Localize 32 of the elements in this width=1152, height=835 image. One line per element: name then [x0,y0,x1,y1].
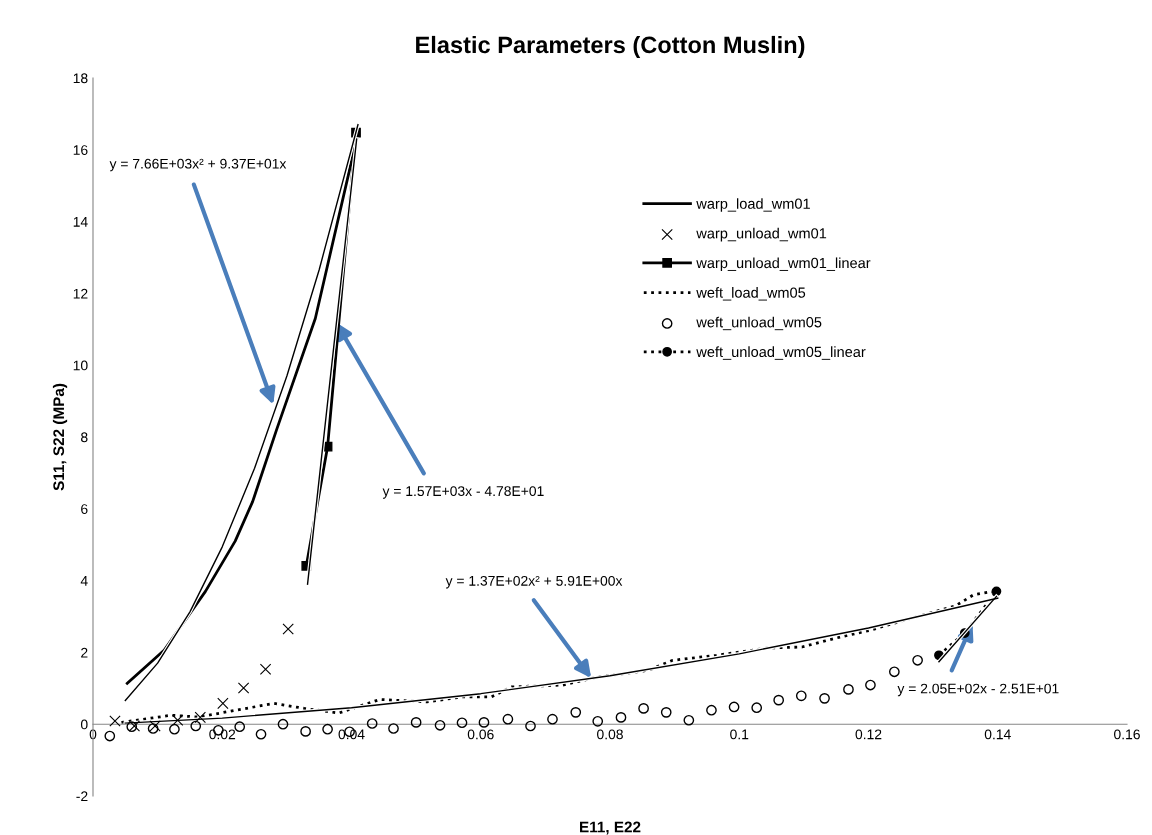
x-tick-label: 0.02 [209,729,236,740]
chart-title: Elastic Parameters (Cotton Muslin) [416,35,805,58]
x-tick-label: 0.14 [984,729,1011,740]
y-tick-label: 2 [81,647,88,658]
y-tick-label: 6 [81,504,88,514]
y-tick-label: 18 [73,73,88,84]
y-tick-label: 12 [73,288,88,299]
annotation: y = 2.05E+02x - 2.51E+01 [897,683,1059,697]
annotation: y = 1.57E+03x - 4.78E+01 [382,486,544,499]
legend-label: weft_unload_wm05 [696,316,822,331]
y-tick-label: 16 [73,145,88,155]
x-tick-label: 0.16 [1114,729,1140,740]
y-tick-label: 4 [80,576,88,586]
annotation: y = 1.37E+02x² + 5.91E+00x [445,575,623,589]
x-tick-label: 0.12 [855,729,882,740]
x-tick-label: 0 [89,729,97,740]
legend-label: weft_load_wm05 [696,287,806,301]
legend-label: warp_unload_wm01 [696,227,827,242]
y-tick-label: 14 [73,217,88,227]
y-tick-label: -2 [76,791,88,802]
y-axis-title: S11, S22 (MPa) [52,383,68,491]
annotation: y = 7.66E+03x² + 9.37E+01x [109,158,287,172]
x-tick-label: 0.06 [467,729,494,740]
x-axis-title: E11, E22 [580,821,641,835]
y-tick-label: 0 [80,719,88,730]
x-tick-label: 0.1 [730,729,749,740]
y-tick-label: 10 [73,360,88,371]
legend-label: weft_unload_wm05_linear [696,346,866,360]
y-tick-label: 8 [81,432,88,443]
x-tick-label: 0.08 [597,729,623,740]
legend-label: warp_load_wm01 [696,198,810,212]
legend-label: warp_unload_wm01_linear [696,257,871,272]
